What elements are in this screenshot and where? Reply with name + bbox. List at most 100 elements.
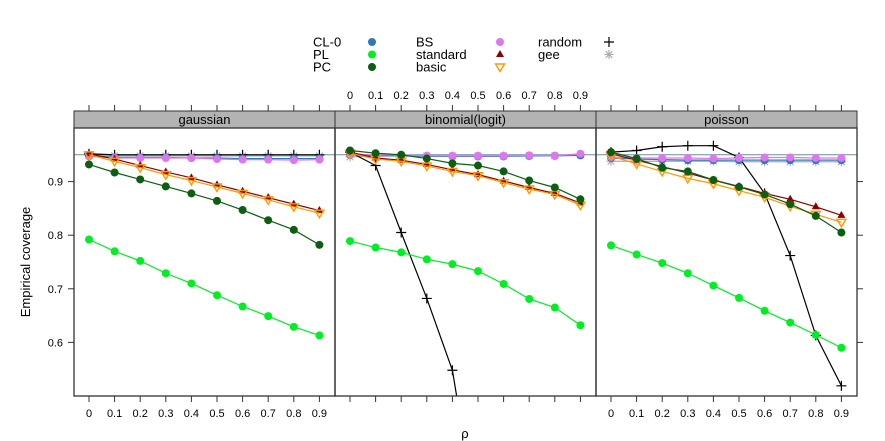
- x-tick-label: 0.9: [573, 90, 588, 102]
- legend-symbol-standard: [496, 50, 504, 57]
- point-pc: [632, 154, 641, 163]
- point-basic: [108, 157, 121, 168]
- point-bs: [474, 151, 482, 160]
- point-random: [657, 141, 668, 152]
- x-tick-label: 0.6: [496, 90, 511, 102]
- point-pl: [760, 306, 769, 315]
- point-pl: [187, 279, 196, 288]
- point-bs: [315, 155, 324, 164]
- legend-symbol-pl: [368, 50, 376, 59]
- y-tick-label: 0.7: [48, 284, 63, 296]
- legend-symbol-cl-0: [368, 38, 376, 46]
- point-random: [631, 145, 642, 156]
- series-line-basic: [349, 152, 581, 206]
- point-basic: [185, 176, 198, 187]
- point-pc: [499, 167, 508, 176]
- point-basic: [211, 183, 223, 193]
- point-random: [396, 227, 407, 238]
- point-standard: [837, 210, 846, 218]
- point-pc: [213, 196, 221, 205]
- y-tick-label: 0.8: [48, 230, 63, 242]
- point-bs: [289, 156, 298, 165]
- x-axis-label: ρ: [461, 426, 468, 441]
- point-pc: [811, 211, 820, 220]
- x-tick-label: 0.3: [419, 90, 434, 102]
- point-pl: [448, 260, 457, 269]
- point-bs: [786, 153, 795, 162]
- point-pc: [264, 216, 273, 225]
- point-standard: [811, 202, 820, 210]
- x-tick-label: 0.7: [522, 90, 537, 102]
- point-random: [785, 250, 796, 261]
- point-pl: [110, 247, 119, 256]
- panel-border: [595, 127, 858, 397]
- series-line-gee: [611, 160, 842, 163]
- legend-label: CL-0: [313, 35, 341, 50]
- y-tick-label: 0.9: [48, 177, 63, 189]
- point-random: [682, 140, 693, 151]
- point-pc: [161, 182, 170, 191]
- point-basic: [288, 203, 300, 213]
- point-bs: [499, 151, 508, 160]
- point-basic: [236, 189, 249, 200]
- series-line-bs: [88, 155, 320, 161]
- point-pl: [315, 331, 324, 340]
- point-pc: [786, 200, 795, 209]
- legend-label: random: [538, 35, 582, 50]
- point-pl: [550, 303, 559, 312]
- x-tick-label: 0.1: [629, 408, 644, 420]
- point-bs: [264, 155, 273, 164]
- point-pl: [422, 255, 431, 264]
- point-pl: [371, 243, 380, 252]
- point-pc: [607, 148, 615, 157]
- series-line-standard: [610, 153, 842, 216]
- point-pl: [658, 259, 667, 268]
- point-pl: [811, 330, 820, 339]
- point-basic: [472, 172, 484, 182]
- x-tick-label: 0.4: [445, 90, 460, 102]
- point-random: [836, 380, 847, 391]
- legend-symbol-random: [604, 37, 614, 47]
- point-pc: [550, 183, 559, 192]
- y-tick-label: 0.6: [48, 337, 63, 349]
- x-tick-label: 0.8: [808, 408, 823, 420]
- point-bs: [213, 155, 221, 164]
- x-tick-label: 0.4: [184, 408, 199, 420]
- panel-title: gaussian: [178, 112, 230, 127]
- legend-label: basic: [416, 60, 447, 75]
- point-pl: [474, 267, 482, 276]
- legend-label: BS: [416, 35, 434, 50]
- point-bs: [735, 154, 743, 163]
- series-line-random: [610, 145, 842, 387]
- point-pc: [371, 149, 380, 158]
- series-line-pl: [349, 240, 581, 326]
- x-tick-label: 0.9: [834, 408, 849, 420]
- point-pc: [448, 159, 457, 168]
- point-pl: [289, 322, 298, 331]
- panel-border: [73, 127, 336, 397]
- series-line-cl-0: [610, 157, 842, 161]
- point-bs: [238, 155, 247, 164]
- legend-symbol-gee: [604, 50, 614, 59]
- point-pl: [683, 269, 692, 278]
- x-tick-label: 0.5: [731, 408, 746, 420]
- point-basic: [421, 162, 433, 172]
- x-tick-label: 0.8: [547, 90, 562, 102]
- point-pl: [607, 241, 615, 250]
- point-bs: [709, 154, 718, 163]
- point-pc: [683, 167, 692, 176]
- point-basic: [835, 218, 848, 229]
- point-pl: [709, 281, 718, 290]
- panel-border: [334, 127, 597, 397]
- point-basic: [523, 185, 535, 195]
- x-tick-label: 0.3: [158, 408, 173, 420]
- x-tick-label: 0.4: [706, 408, 721, 420]
- x-tick-label: 0.1: [368, 90, 383, 102]
- point-bs: [683, 154, 692, 163]
- point-pl: [264, 312, 273, 321]
- point-basic: [83, 151, 95, 161]
- x-tick-label: 0.3: [680, 408, 695, 420]
